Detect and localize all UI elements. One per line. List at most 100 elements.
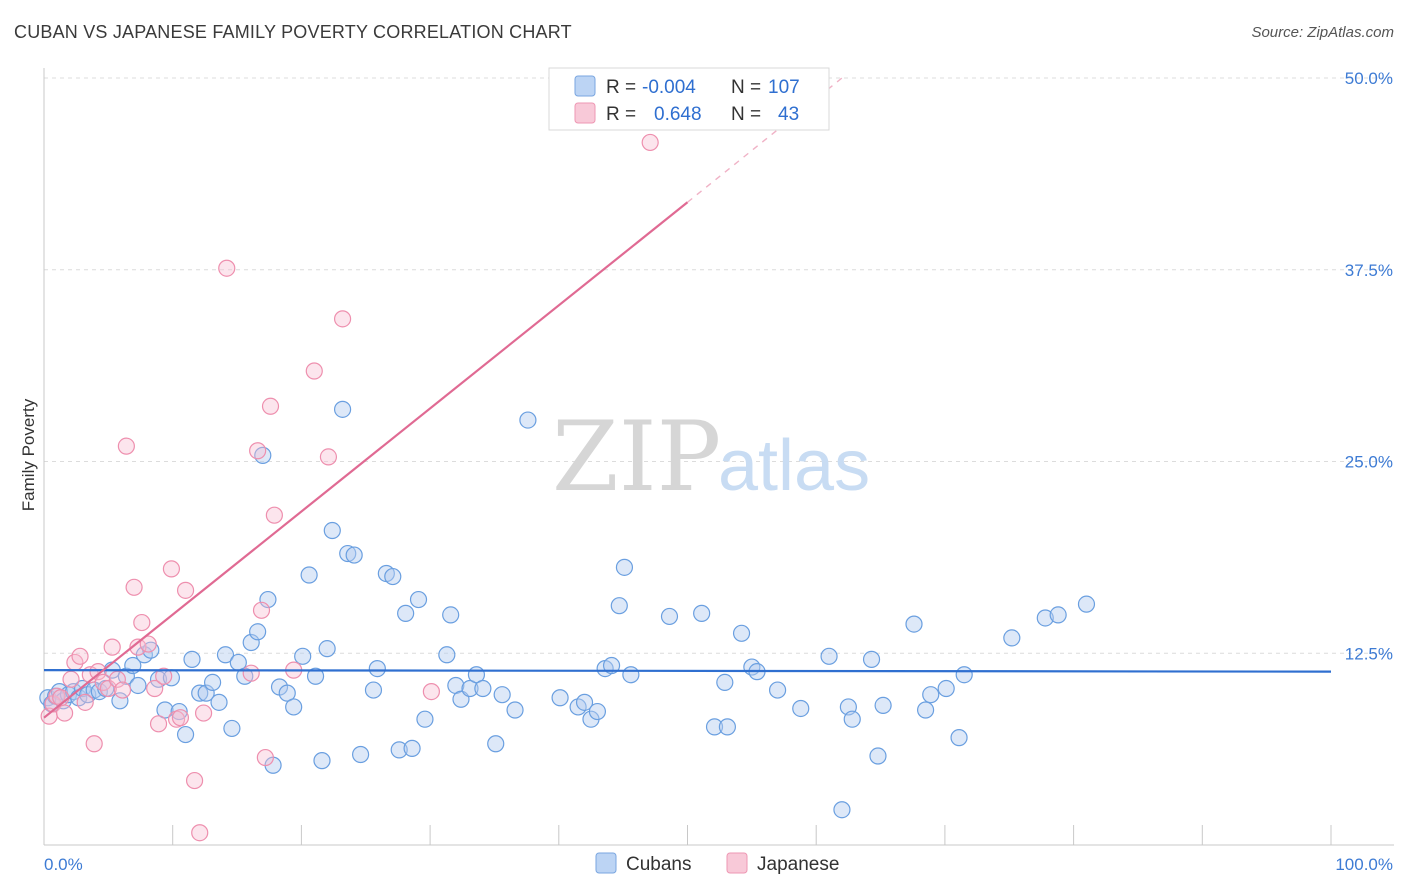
x-tick-label-0: 0.0% [44, 855, 83, 874]
cuban-point-41 [285, 698, 303, 716]
japanese-point-13 [99, 679, 117, 698]
cuban-point-103 [950, 729, 968, 747]
chart-title: CUBAN VS JAPANESE FAMILY POVERTY CORRELA… [14, 22, 572, 42]
bottom-legend-swatch-cubans [595, 852, 617, 874]
cuban-point-60 [416, 710, 434, 728]
japanese-point-24 [155, 667, 173, 685]
cuban-point-83 [693, 604, 711, 622]
cuban-point-48 [333, 400, 352, 418]
cuban-point-91 [792, 699, 810, 718]
cuban-point-78 [602, 656, 621, 675]
cuban-point-62 [442, 606, 460, 624]
legend-n-value-cubans: 107 [768, 77, 800, 98]
cuban-point-36 [254, 446, 272, 464]
cuban-point-76 [588, 702, 607, 721]
cuban-point-43 [300, 566, 318, 584]
cuban-point-99 [905, 615, 923, 633]
legend-r-value-japanese: 0.648 [654, 104, 702, 125]
cuban-point-61 [438, 646, 456, 664]
legend-swatch-japanese [574, 102, 596, 124]
japanese-point-29 [185, 771, 204, 790]
japanese-point-37 [261, 397, 280, 415]
cuban-point-15 [117, 667, 135, 685]
cuban-point-67 [474, 679, 492, 698]
cuban-point-35 [249, 623, 267, 641]
series-legend: Cubans Japanese [595, 852, 839, 875]
legend-r-value-cubans: -0.004 [642, 77, 696, 98]
cuban-point-70 [506, 701, 524, 719]
japanese-point-10 [85, 735, 103, 753]
japanese-point-21 [139, 635, 157, 653]
cuban-point-108 [1077, 595, 1096, 613]
legend-swatch-cubans [574, 75, 596, 97]
japanese-point-20 [133, 613, 151, 632]
watermark-zip-text: ZIP [552, 401, 721, 513]
cuban-point-95 [843, 710, 861, 728]
cuban-point-49 [339, 544, 357, 563]
y-tick-label-0: 12.5% [1345, 644, 1393, 663]
japanese-point-30 [191, 824, 209, 842]
cuban-point-85 [716, 673, 734, 691]
cuban-point-50 [345, 546, 363, 564]
cuban-point-27 [197, 684, 215, 702]
cuban-point-86 [718, 718, 736, 736]
legend-n-label-cubans: N = [731, 77, 761, 98]
japanese-point-40 [305, 362, 323, 380]
cuban-point-68 [487, 735, 505, 753]
bottom-legend-swatch-japanese [726, 852, 748, 874]
bottom-legend-cubans: Cubans [626, 854, 692, 875]
japanese-point-14 [103, 638, 121, 656]
japanese-trendline [43, 201, 689, 719]
cuban-point-105 [1003, 629, 1021, 647]
cuban-point-45 [313, 752, 331, 770]
japanese-point-19 [129, 638, 147, 656]
cuban-point-37 [259, 590, 277, 609]
y-tick-label-3: 50.0% [1345, 69, 1393, 88]
source-credit[interactable]: Source: ZipAtlas.com [1251, 24, 1394, 41]
correlation-legend: R = -0.004 N = 107 R = 0.648 N = 43 [548, 67, 830, 131]
gridlines [44, 77, 1394, 654]
cuban-point-31 [223, 719, 241, 738]
cuban-point-81 [622, 666, 640, 684]
japanese-point-17 [117, 437, 135, 455]
cuban-point-100 [916, 701, 935, 719]
japanese-point-15 [108, 670, 126, 688]
cuban-point-106 [1036, 609, 1054, 627]
cuban-point-104 [955, 666, 973, 684]
japanese-point-16 [113, 681, 132, 699]
cuban-point-59 [409, 590, 428, 609]
cuban-point-42 [294, 647, 312, 665]
cuban-point-29 [210, 693, 228, 711]
japanese-point-32 [218, 259, 236, 277]
cuban-point-93 [833, 801, 851, 819]
cuban-point-46 [318, 640, 336, 658]
cubans-trendline [43, 669, 1332, 673]
watermark-atlas-text: atlas [718, 426, 870, 506]
japanese-point-8 [76, 693, 94, 711]
bottom-legend-japanese: Japanese [757, 854, 839, 875]
japanese-point-34 [249, 442, 267, 460]
cuban-point-57 [397, 604, 415, 622]
japanese-point-5 [62, 670, 80, 688]
cuban-point-17 [129, 676, 147, 695]
cuban-point-96 [862, 650, 881, 668]
japanese-point-38 [265, 506, 283, 524]
japanese-point-23 [149, 715, 168, 733]
cuban-point-14 [111, 692, 129, 710]
cuban-point-52 [364, 681, 383, 699]
cuban-point-98 [874, 696, 892, 715]
cuban-point-92 [820, 647, 838, 665]
x-tick-labels: 0.0% 100.0% [44, 855, 1393, 874]
cuban-point-101 [922, 686, 940, 704]
cuban-point-58 [403, 739, 421, 757]
japanese-point-7 [71, 647, 89, 665]
cuban-point-34 [242, 633, 260, 652]
cuban-point-84 [705, 718, 724, 736]
cuban-point-87 [732, 624, 751, 642]
japanese-point-25 [162, 560, 181, 578]
cuban-point-97 [869, 747, 887, 765]
japanese-point-44 [641, 133, 659, 152]
japanese-point-33 [242, 664, 260, 682]
cuban-point-55 [384, 567, 402, 586]
